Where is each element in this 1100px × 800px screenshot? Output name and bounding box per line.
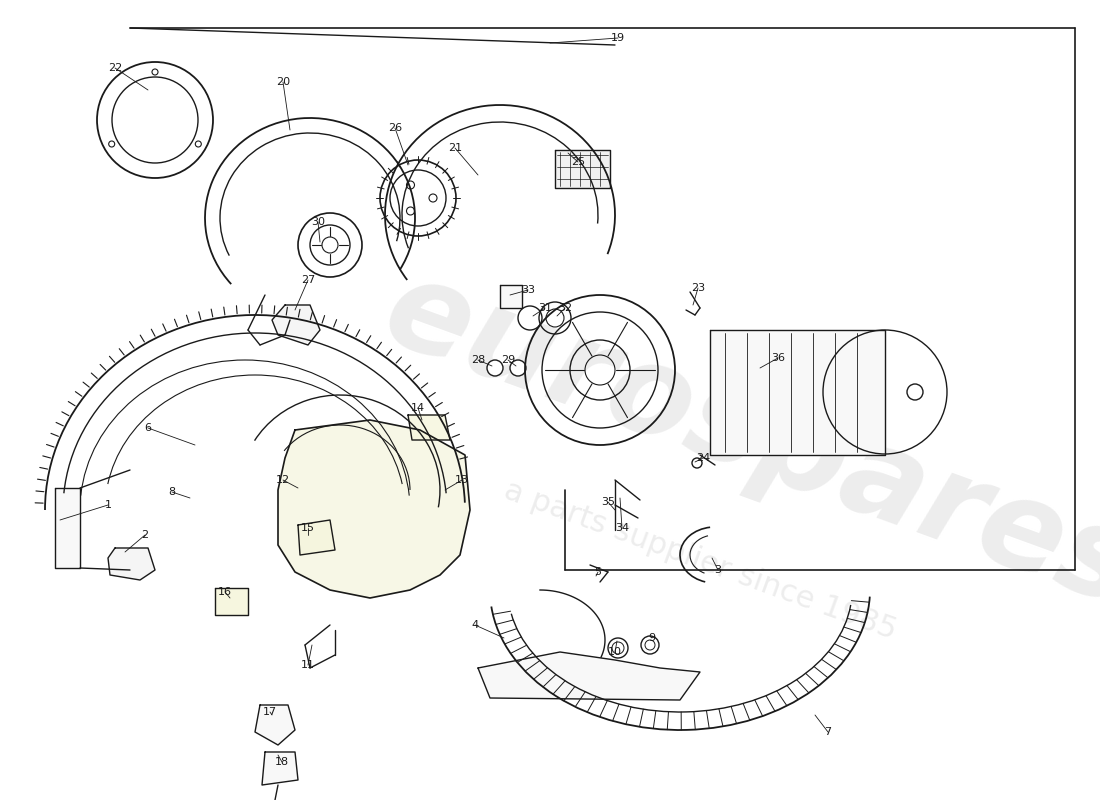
Text: 19: 19: [610, 33, 625, 43]
Polygon shape: [298, 520, 336, 555]
Polygon shape: [262, 752, 298, 785]
Polygon shape: [214, 588, 248, 615]
Text: 5: 5: [594, 567, 602, 577]
Polygon shape: [272, 305, 320, 345]
Text: 27: 27: [301, 275, 315, 285]
Text: 9: 9: [648, 633, 656, 643]
Text: 33: 33: [521, 285, 535, 295]
Text: 14: 14: [411, 403, 425, 413]
Text: 18: 18: [275, 757, 289, 767]
Polygon shape: [478, 652, 700, 700]
Text: 31: 31: [538, 303, 552, 313]
Text: 25: 25: [571, 157, 585, 167]
Text: 1: 1: [104, 500, 111, 510]
Text: 21: 21: [448, 143, 462, 153]
Text: 10: 10: [608, 647, 622, 657]
Polygon shape: [556, 150, 610, 188]
Text: 4: 4: [472, 620, 478, 630]
Circle shape: [109, 141, 114, 147]
Text: 2: 2: [142, 530, 148, 540]
Polygon shape: [55, 488, 80, 568]
Circle shape: [152, 69, 158, 75]
Text: 34: 34: [615, 523, 629, 533]
Circle shape: [510, 360, 526, 376]
Circle shape: [196, 141, 201, 147]
Text: 13: 13: [455, 475, 469, 485]
Text: 29: 29: [500, 355, 515, 365]
Polygon shape: [255, 705, 295, 745]
Text: 20: 20: [276, 77, 290, 87]
Text: 26: 26: [388, 123, 403, 133]
Text: 8: 8: [168, 487, 176, 497]
Text: 23: 23: [691, 283, 705, 293]
Text: 7: 7: [824, 727, 832, 737]
Circle shape: [487, 360, 503, 376]
Text: 12: 12: [276, 475, 290, 485]
Text: 17: 17: [263, 707, 277, 717]
Text: a parts supplier since 1985: a parts supplier since 1985: [499, 475, 900, 645]
Text: 16: 16: [218, 587, 232, 597]
Circle shape: [322, 237, 338, 253]
Circle shape: [692, 458, 702, 468]
Text: 6: 6: [144, 423, 152, 433]
Text: 28: 28: [471, 355, 485, 365]
Text: 32: 32: [558, 303, 572, 313]
Circle shape: [908, 384, 923, 400]
Text: 30: 30: [311, 217, 324, 227]
Polygon shape: [108, 548, 155, 580]
Text: 3: 3: [715, 565, 722, 575]
Polygon shape: [408, 415, 450, 440]
Polygon shape: [710, 330, 886, 455]
Text: 15: 15: [301, 523, 315, 533]
Text: 11: 11: [301, 660, 315, 670]
Polygon shape: [278, 420, 470, 598]
Text: 35: 35: [601, 497, 615, 507]
Text: 36: 36: [771, 353, 785, 363]
Text: 24: 24: [696, 453, 711, 463]
Text: eurospares: eurospares: [368, 248, 1100, 632]
Polygon shape: [500, 285, 522, 308]
Text: 22: 22: [108, 63, 122, 73]
